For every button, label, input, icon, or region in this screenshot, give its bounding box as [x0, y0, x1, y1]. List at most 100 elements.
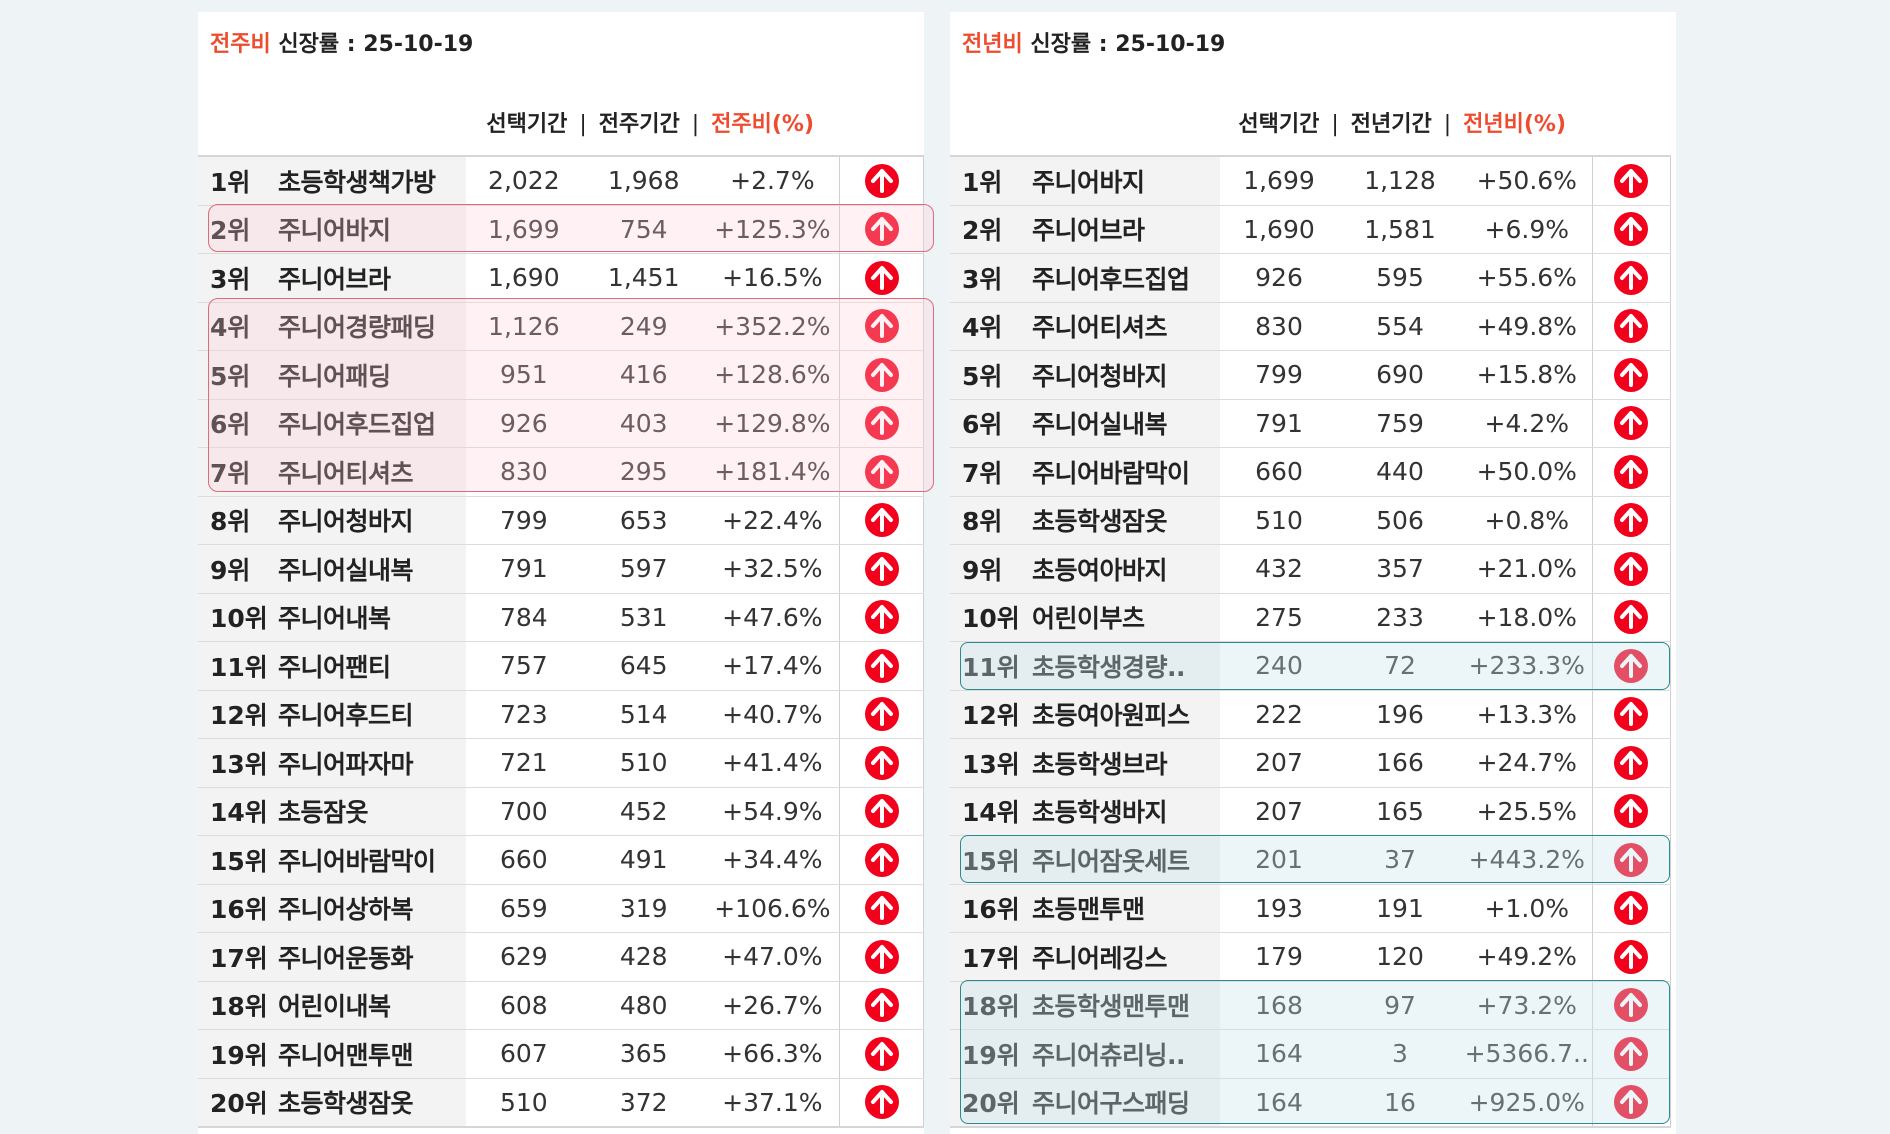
arrow-up-circle-icon — [864, 1036, 899, 1071]
selected-period-cell: 240 — [1220, 641, 1338, 691]
selected-period-cell: 1,126 — [465, 302, 582, 351]
selected-period-cell: 1,699 — [465, 205, 582, 254]
growth-rate-cell: +32.5% — [705, 544, 840, 594]
trend-cell — [839, 981, 924, 1030]
trend-cell — [1591, 253, 1671, 303]
ranking-table: 1위 초등학생책가방 2,022 1,968 +2.7% 2위 주니어바지 1,699 754 +… — [198, 155, 924, 1128]
rank-cell: 5위 — [950, 350, 1032, 400]
trend-cell — [839, 1029, 924, 1079]
table-row: 1위 주니어바지 1,699 1,128 +50.6% — [950, 156, 1671, 206]
trend-cell — [1591, 1029, 1671, 1079]
compare-period-cell: 72 — [1338, 641, 1462, 691]
selected-period-cell: 799 — [465, 496, 582, 545]
table-row: 14위 초등잠옷 700 452 +54.9% — [198, 787, 924, 836]
table-row: 3위 주니어브라 1,690 1,451 +16.5% — [198, 253, 924, 303]
item-name-cell: 주니어팬티 — [277, 641, 466, 691]
arrow-up-circle-icon — [864, 939, 899, 974]
item-name-cell: 초등학생잠옷 — [277, 1078, 466, 1128]
table-row: 17위 주니어운동화 629 428 +47.0% — [198, 932, 924, 982]
arrow-up-circle-icon — [864, 745, 899, 780]
compare-period-cell: 166 — [1338, 738, 1462, 788]
item-name-cell: 주니어브라 — [1032, 205, 1220, 254]
item-name-cell: 초등학생브라 — [1032, 738, 1220, 788]
rank-cell: 16위 — [198, 884, 278, 933]
rank-cell: 8위 — [950, 496, 1032, 545]
rank-cell: 7위 — [950, 447, 1032, 497]
title-rest: 신장률 : 25-10-19 — [270, 32, 474, 57]
rank-cell: 18위 — [950, 981, 1032, 1030]
selected-period-cell: 164 — [1220, 1029, 1338, 1079]
rank-cell: 6위 — [950, 399, 1032, 448]
growth-rate-cell: +21.0% — [1462, 544, 1592, 594]
compare-period-cell: 440 — [1338, 447, 1462, 497]
arrow-up-circle-icon — [864, 648, 899, 683]
col-ratio-label: 전년비(%) — [1463, 112, 1566, 137]
growth-rate-cell: +55.6% — [1462, 253, 1592, 303]
compare-period-cell: 196 — [1338, 690, 1462, 739]
arrow-up-circle-icon — [864, 794, 899, 829]
selected-period-cell: 1,699 — [1220, 156, 1338, 206]
arrow-up-circle-icon — [864, 551, 899, 586]
growth-rate-cell: +49.8% — [1462, 302, 1592, 351]
selected-period-cell: 608 — [465, 981, 582, 1030]
compare-period-cell: 452 — [581, 787, 706, 836]
table-row: 16위 주니어상하복 659 319 +106.6% — [198, 884, 924, 933]
selected-period-cell: 222 — [1220, 690, 1338, 739]
growth-rate-cell: +49.2% — [1462, 932, 1592, 982]
growth-rate-cell: +54.9% — [705, 787, 840, 836]
rank-cell: 4위 — [198, 302, 278, 351]
growth-rate-cell: +1.0% — [1462, 884, 1592, 933]
growth-rate-cell: +128.6% — [705, 350, 840, 400]
trend-cell — [839, 738, 924, 788]
trend-cell — [1591, 1078, 1671, 1128]
arrow-up-circle-icon — [1614, 1036, 1648, 1071]
col-ratio-label: 전주비(%) — [711, 112, 814, 137]
compare-period-cell: 249 — [581, 302, 706, 351]
selected-period-cell: 926 — [1220, 253, 1338, 303]
growth-rate-cell: +0.8% — [1462, 496, 1592, 545]
item-name-cell: 주니어츄리닝.. — [1032, 1029, 1220, 1079]
arrow-up-circle-icon — [1614, 503, 1648, 538]
selected-period-cell: 275 — [1220, 593, 1338, 642]
rank-cell: 10위 — [950, 593, 1032, 642]
trend-cell — [839, 690, 924, 739]
item-name-cell: 어린이내복 — [277, 981, 466, 1030]
item-name-cell: 주니어레깅스 — [1032, 932, 1220, 982]
table-row: 16위 초등맨투맨 193 191 +1.0% — [950, 884, 1671, 933]
compare-period-cell: 120 — [1338, 932, 1462, 982]
rank-cell: 11위 — [950, 641, 1032, 691]
compare-period-cell: 365 — [581, 1029, 706, 1079]
table-row: 5위 주니어청바지 799 690 +15.8% — [950, 350, 1671, 400]
arrow-up-circle-icon — [864, 454, 899, 489]
selected-period-cell: 791 — [1220, 399, 1338, 448]
growth-rate-cell: +443.2% — [1462, 835, 1592, 885]
compare-period-cell: 554 — [1338, 302, 1462, 351]
compare-period-cell: 3 — [1338, 1029, 1462, 1079]
item-name-cell: 주니어바지 — [1032, 156, 1220, 206]
selected-period-cell: 660 — [1220, 447, 1338, 497]
table-row: 20위 초등학생잠옷 510 372 +37.1% — [198, 1078, 924, 1128]
arrow-up-circle-icon — [1614, 648, 1648, 683]
col-separator: | — [579, 112, 587, 137]
item-name-cell: 주니어청바지 — [1032, 350, 1220, 400]
item-name-cell: 초등잠옷 — [277, 787, 466, 836]
growth-rate-cell: +47.0% — [705, 932, 840, 982]
compare-period-cell: 759 — [1338, 399, 1462, 448]
selected-period-cell: 1,690 — [1220, 205, 1338, 254]
trend-cell — [1591, 690, 1671, 739]
arrow-up-circle-icon — [1614, 842, 1648, 877]
table-row: 14위 초등학생바지 207 165 +25.5% — [950, 787, 1671, 836]
selected-period-cell: 164 — [1220, 1078, 1338, 1128]
growth-rate-cell: +24.7% — [1462, 738, 1592, 788]
compare-period-cell: 690 — [1338, 350, 1462, 400]
growth-rate-cell: +34.4% — [705, 835, 840, 885]
growth-rate-cell: +18.0% — [1462, 593, 1592, 642]
col-separator: | — [1443, 112, 1452, 137]
arrow-up-circle-icon — [864, 212, 899, 247]
table-row: 2위 주니어바지 1,699 754 +125.3% — [198, 205, 924, 254]
item-name-cell: 주니어내복 — [277, 593, 466, 642]
arrow-up-circle-icon — [1614, 357, 1648, 392]
trend-cell — [839, 787, 924, 836]
item-name-cell: 주니어운동화 — [277, 932, 466, 982]
trend-cell — [1591, 932, 1671, 982]
